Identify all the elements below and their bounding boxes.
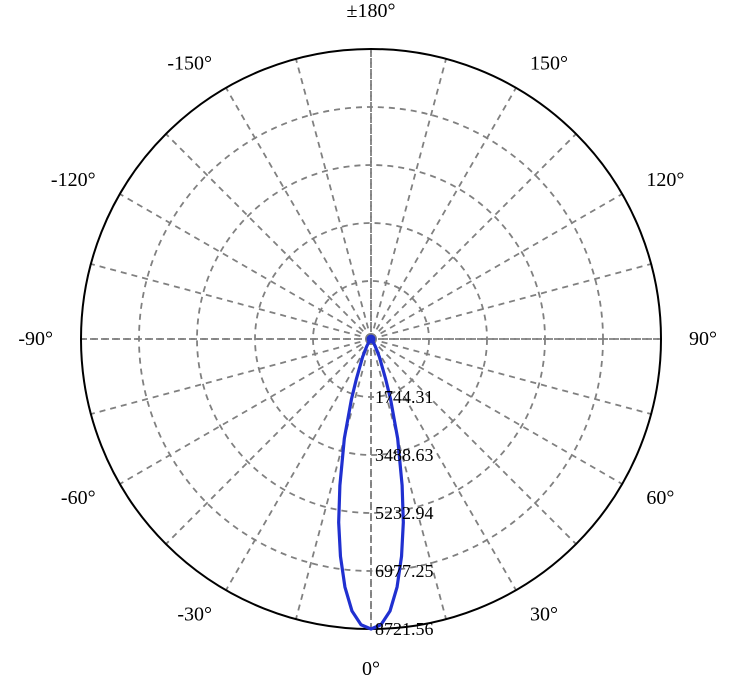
angle-label: -30° (177, 603, 212, 625)
angle-label: 120° (646, 169, 684, 191)
angle-label: ±180° (347, 0, 396, 22)
angle-label: -60° (61, 487, 96, 509)
angle-label: 150° (530, 53, 568, 75)
polar-chart: 1744.31 3488.63 5232.94 6977.25 8721.56 0° 30°… (0, 0, 743, 678)
radial-tick-label: 6977.25 (375, 561, 434, 581)
radial-tick-label: 8721.56 (375, 619, 434, 639)
radial-tick-label: 1744.31 (375, 387, 434, 407)
angle-label: 60° (646, 487, 674, 509)
radial-tick-label: 3488.63 (375, 445, 434, 465)
angle-label: 0° (362, 658, 380, 678)
radial-tick-label: 5232.94 (375, 503, 434, 523)
angle-label: -120° (51, 169, 96, 191)
angle-label: 90° (689, 328, 717, 350)
center-dot (367, 335, 376, 344)
angle-label: 30° (530, 603, 558, 625)
angle-label: -150° (167, 53, 212, 75)
angle-label: -90° (18, 328, 53, 350)
